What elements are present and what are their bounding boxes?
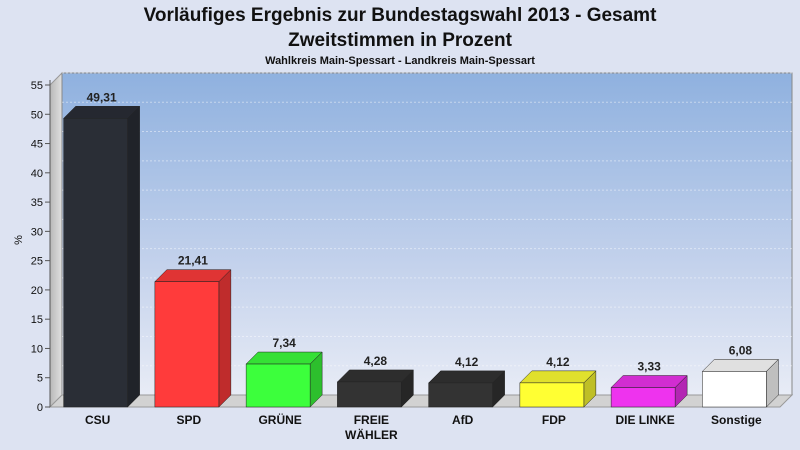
x-tick-label: GRÜNE xyxy=(258,412,301,427)
bar-grüne: 7,34 xyxy=(245,336,323,408)
bar-front xyxy=(245,363,311,408)
y-tick-label: 45 xyxy=(31,139,43,151)
x-tick-label: Sonstige xyxy=(711,413,762,427)
x-tick-label: FREIE xyxy=(354,413,389,427)
bar-value-label: 4,12 xyxy=(455,355,479,369)
bar-front xyxy=(63,118,128,408)
bar-top xyxy=(428,370,506,384)
bar-front xyxy=(702,371,767,408)
x-tick-label: CSU xyxy=(85,413,110,427)
chart-region-label: Wahlkreis Main-Spessart - Landkreis Main… xyxy=(265,55,535,67)
bar-csu: 49,31 xyxy=(63,90,141,408)
bar-side xyxy=(127,105,140,408)
y-tick-label: 20 xyxy=(31,285,43,297)
y-tick-label: 30 xyxy=(31,226,43,238)
chart-subtitle: Zweitstimmen in Prozent xyxy=(288,30,512,51)
x-tick-label: WÄHLER xyxy=(345,427,398,442)
y-axis: 0 5 10 15 20 25 30 35 40 45 50 55 xyxy=(31,80,51,414)
bar-value-label: 21,41 xyxy=(178,254,208,268)
bar-front xyxy=(428,382,493,408)
y-axis-label: % xyxy=(13,235,25,245)
bar-value-label: 3,33 xyxy=(637,360,661,374)
y-tick-label: 55 xyxy=(31,80,43,92)
bar-fdp: 4,12 xyxy=(519,355,597,408)
bar-top xyxy=(63,106,141,119)
bar-front xyxy=(519,382,585,408)
bar-side xyxy=(218,269,232,408)
bar-value-label: 49,31 xyxy=(87,90,117,104)
bar-value-label: 6,08 xyxy=(729,343,753,357)
y-tick-label: 0 xyxy=(37,402,43,414)
bar-spd: 21,41 xyxy=(154,254,232,408)
bar-front xyxy=(610,387,676,408)
bar-front xyxy=(154,281,220,408)
bar-die-linke: 3,33 xyxy=(610,360,688,408)
bar-top xyxy=(701,359,779,372)
bar-front xyxy=(337,381,402,408)
x-tick-label: FDP xyxy=(542,413,566,427)
bar-value-label: 4,12 xyxy=(546,355,570,369)
chart-title: Vorläufiges Ergebnis zur Bundestagswahl … xyxy=(144,5,657,26)
bar-sonstige: 6,08 xyxy=(701,343,779,408)
bar-afd: 4,12 xyxy=(428,355,506,408)
y-tick-label: 5 xyxy=(37,373,43,385)
bar-top xyxy=(154,269,232,282)
y-tick-label: 25 xyxy=(31,256,43,268)
x-tick-label: SPD xyxy=(177,413,202,427)
bar-freie-wähler: 4,28 xyxy=(336,354,414,408)
y-tick-label: 50 xyxy=(31,109,43,121)
x-tick-label: AfD xyxy=(452,413,474,427)
bar-value-label: 7,34 xyxy=(272,336,296,350)
bar-top xyxy=(245,351,323,365)
bar-top xyxy=(610,375,688,388)
y-tick-label: 35 xyxy=(31,197,43,209)
y-tick-label: 40 xyxy=(31,168,43,180)
bar-top xyxy=(336,369,414,383)
y-tick-label: 15 xyxy=(31,314,43,326)
y-tick-label: 10 xyxy=(31,343,43,355)
bars: 49,31 21,41 7,34 4,28 4,12 4,12 3,33 6,08 xyxy=(63,90,779,408)
bar-top xyxy=(519,370,597,384)
bar-value-label: 4,28 xyxy=(364,354,388,368)
x-tick-label: DIE LINKE xyxy=(615,413,674,427)
